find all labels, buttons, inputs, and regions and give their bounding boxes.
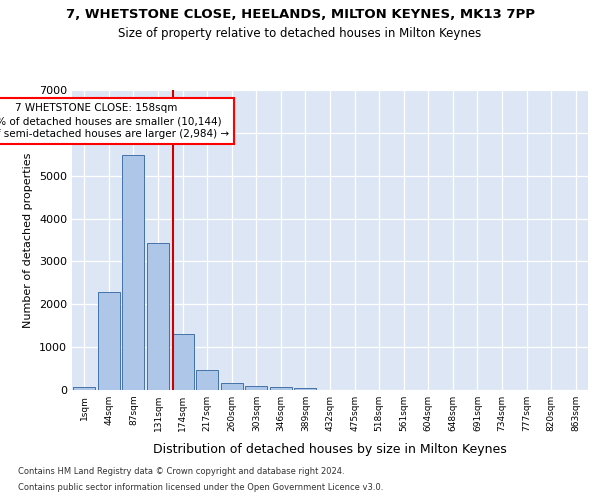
Bar	[73, 387, 95, 390]
Text: 7, WHETSTONE CLOSE, HEELANDS, MILTON KEYNES, MK13 7PP: 7, WHETSTONE CLOSE, HEELANDS, MILTON KEY…	[65, 8, 535, 20]
Text: 7 WHETSTONE CLOSE: 158sqm
← 77% of detached houses are smaller (10,144)
23% of s: 7 WHETSTONE CLOSE: 158sqm ← 77% of detac…	[0, 103, 229, 140]
Text: Contains HM Land Registry data © Crown copyright and database right 2024.: Contains HM Land Registry data © Crown c…	[18, 467, 344, 476]
Bar	[172, 334, 194, 390]
Bar	[245, 386, 268, 390]
Bar	[147, 243, 169, 390]
Bar	[122, 155, 145, 390]
Text: Distribution of detached houses by size in Milton Keynes: Distribution of detached houses by size …	[153, 442, 507, 456]
Bar	[270, 387, 292, 390]
Text: Contains public sector information licensed under the Open Government Licence v3: Contains public sector information licen…	[18, 484, 383, 492]
Bar	[295, 388, 316, 390]
Bar	[221, 384, 243, 390]
Bar	[196, 370, 218, 390]
Text: Size of property relative to detached houses in Milton Keynes: Size of property relative to detached ho…	[118, 28, 482, 40]
Y-axis label: Number of detached properties: Number of detached properties	[23, 152, 34, 328]
Bar	[98, 292, 120, 390]
